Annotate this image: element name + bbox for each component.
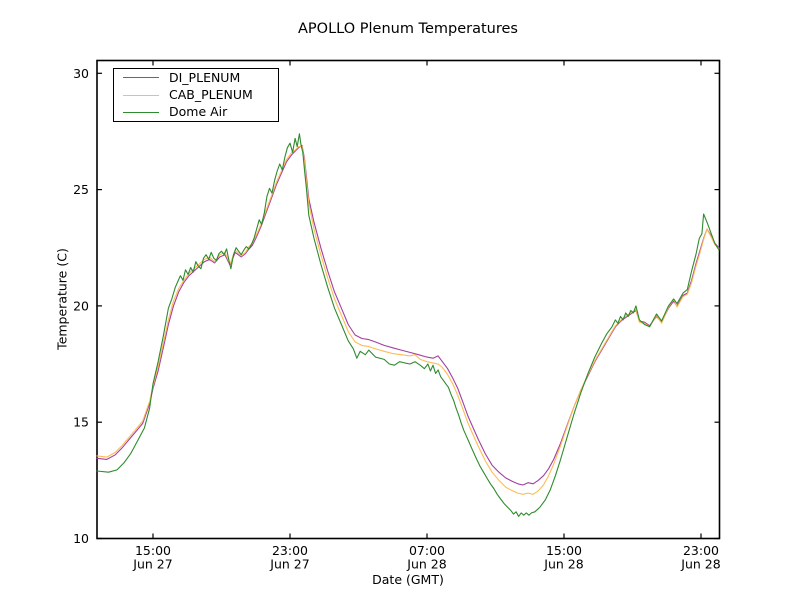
y-tick-label: 15 xyxy=(73,415,89,430)
legend-label: Dome Air xyxy=(169,104,228,119)
legend-line-sample xyxy=(123,94,159,96)
x-tick-label-time: 15:00 xyxy=(546,543,582,558)
legend-label: DI_PLENUM xyxy=(169,69,241,85)
series-line-CAB_PLENUM xyxy=(96,146,720,495)
x-tick-label-time: 15:00 xyxy=(135,543,171,558)
y-axis-label: Temperature (C) xyxy=(54,248,70,350)
x-tick-label-time: 23:00 xyxy=(683,543,719,558)
y-tick-label: 20 xyxy=(73,298,89,313)
y-tick-label: 10 xyxy=(73,531,89,546)
legend-item: Dome Air xyxy=(114,104,278,121)
legend-line-sample xyxy=(123,77,159,79)
y-tick-label: 30 xyxy=(73,66,89,81)
legend-label: CAB_PLENUM xyxy=(169,86,253,102)
axes-frame xyxy=(96,59,721,540)
x-tick-label-date: Jun 27 xyxy=(132,557,172,572)
legend-line-sample xyxy=(123,111,159,113)
x-axis-label: Date (GMT) xyxy=(372,572,444,587)
series-line-Dome Air xyxy=(96,133,720,517)
x-tick-label-date: Jun 28 xyxy=(406,557,446,572)
series-line-DI_PLENUM xyxy=(96,144,720,486)
y-tick-label: 25 xyxy=(73,182,89,197)
x-tick-label-time: 07:00 xyxy=(409,543,445,558)
x-tick-label-date: Jun 28 xyxy=(543,557,583,572)
legend: DI_PLENUM CAB_PLENUM Dome Air xyxy=(113,68,279,122)
legend-item: CAB_PLENUM xyxy=(114,87,278,104)
chart-title: APOLLO Plenum Temperatures xyxy=(298,21,518,37)
legend-item: DI_PLENUM xyxy=(114,69,278,86)
x-tick-label-date: Jun 28 xyxy=(680,557,720,572)
x-tick-label-date: Jun 27 xyxy=(269,557,309,572)
x-tick-label-time: 23:00 xyxy=(272,543,308,558)
